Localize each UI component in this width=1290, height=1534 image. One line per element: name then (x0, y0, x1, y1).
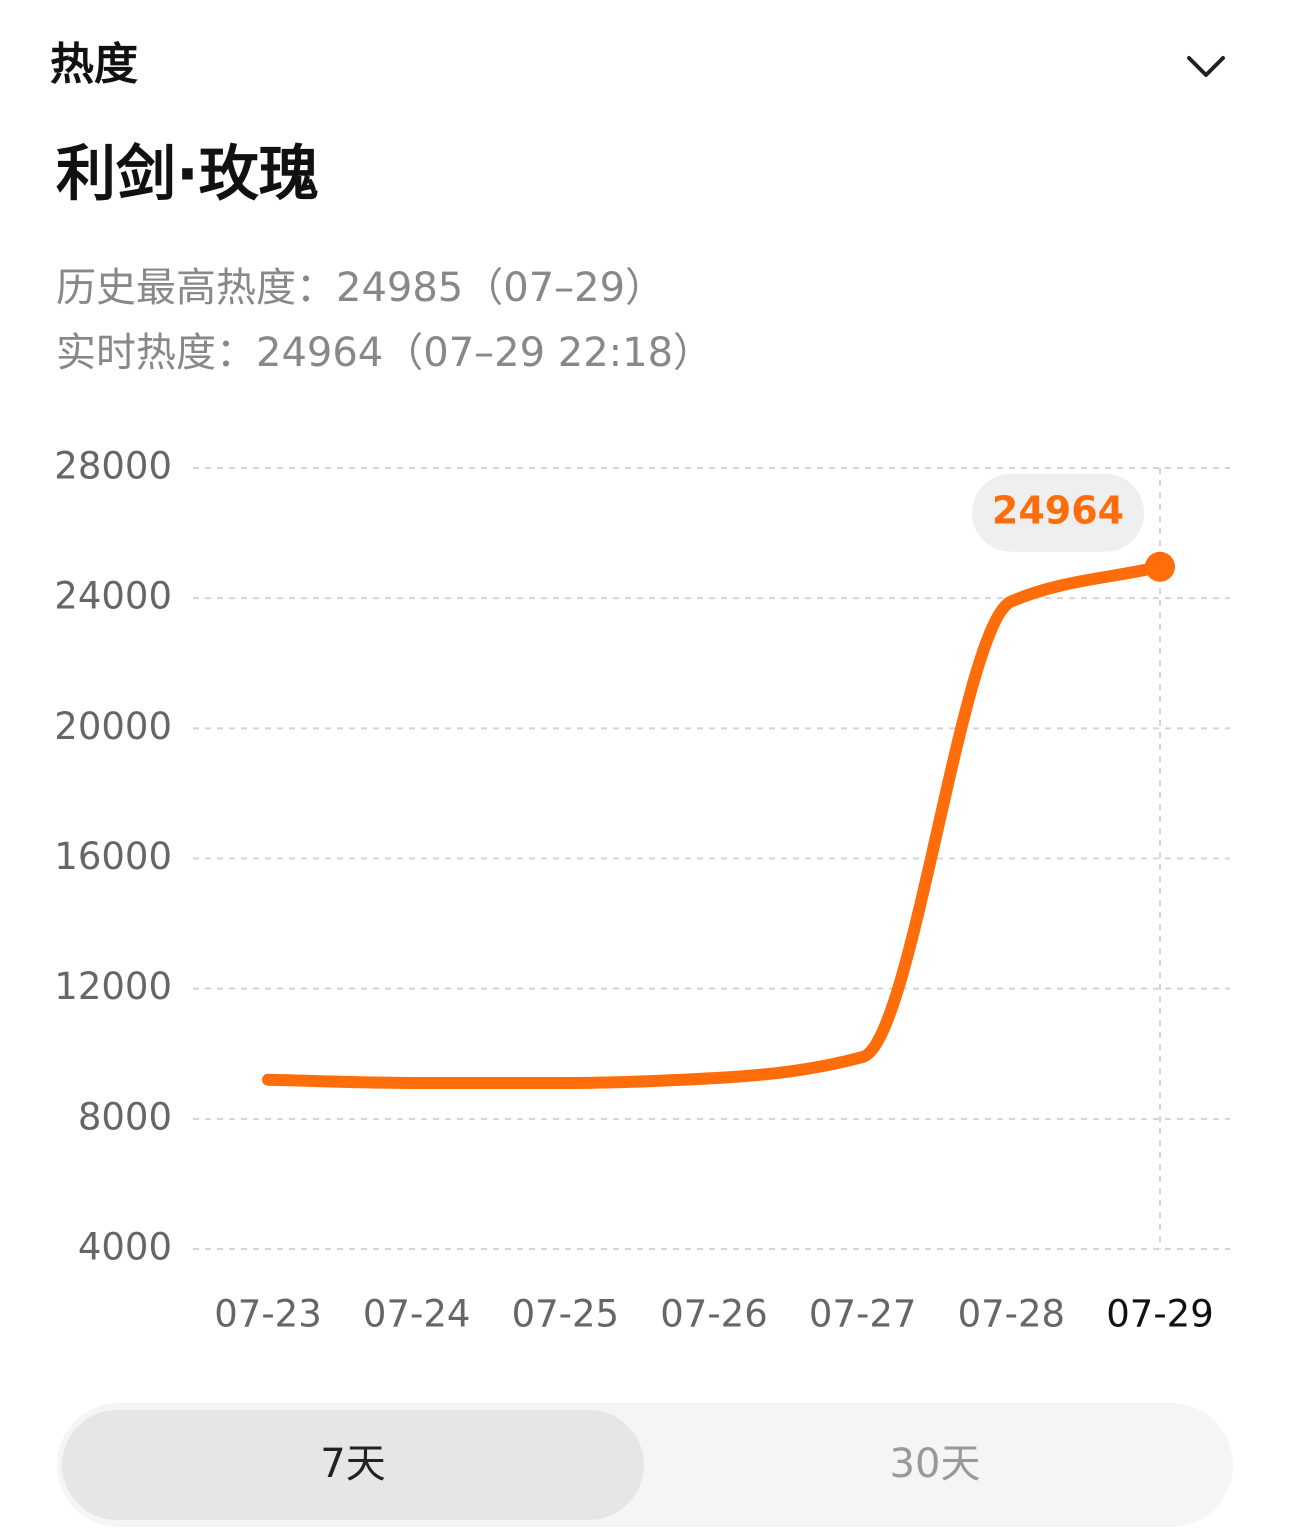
y-tick-label: 28000 (54, 445, 172, 488)
y-tick-label: 16000 (54, 835, 172, 878)
y-tick-label: 24000 (54, 575, 172, 618)
y-tick-label: 8000 (78, 1095, 172, 1138)
stat-line: 实时热度：24964（07–29 22:18） (56, 330, 713, 376)
x-tick-label: 07-24 (363, 1293, 471, 1336)
tab-label[interactable]: 30天 (890, 1441, 981, 1487)
point (1145, 551, 1175, 582)
page-title: 利剑·玫瑰 (56, 140, 319, 210)
collapse-chevron[interactable] (1187, 56, 1225, 77)
x-tick-label: 07-29 (1106, 1293, 1214, 1336)
y-tick-label: 20000 (54, 705, 172, 748)
line (262, 560, 1166, 1090)
stat-line: 历史最高热度：24985（07–29） (56, 265, 665, 311)
x-tick-label: 07-26 (660, 1293, 768, 1336)
y-tick-label: 4000 (78, 1226, 172, 1269)
tab-selected[interactable] (62, 1410, 644, 1520)
x-tick-label: 07-23 (214, 1293, 322, 1336)
x-tick-label: 07-28 (958, 1293, 1066, 1336)
x-tick-label: 07-27 (809, 1293, 917, 1336)
header-title: 热度 (50, 39, 138, 90)
chart: 4000 8000 12000 16000 20000 24000 28000 07-23 07… (54, 445, 1230, 1336)
tooltip (972, 473, 1144, 552)
tab-label[interactable]: 7天 (320, 1441, 385, 1487)
y-tick-label: 12000 (54, 965, 172, 1008)
x-tick-label: 07-25 (512, 1293, 620, 1336)
value-label: 24964 (992, 488, 1124, 532)
